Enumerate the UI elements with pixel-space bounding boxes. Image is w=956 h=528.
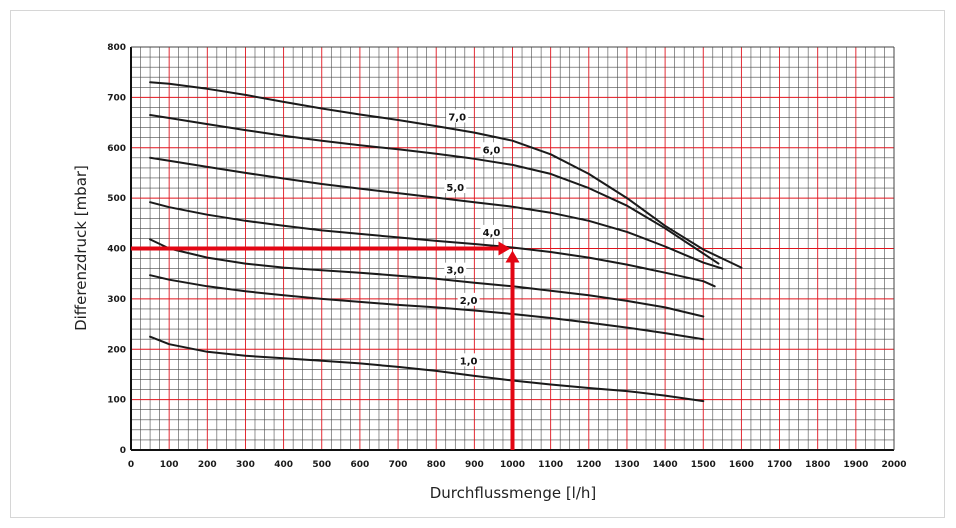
curve-label-bg xyxy=(444,180,467,194)
x-tick-label: 300 xyxy=(236,460,255,470)
x-tick-label: 1800 xyxy=(805,460,830,470)
x-tick-label: 100 xyxy=(160,460,179,470)
y-tick-label: 400 xyxy=(107,245,126,255)
curve-label: 4,0 xyxy=(483,228,501,239)
y-tick-label: 200 xyxy=(107,345,126,355)
pressure-arrow-head xyxy=(498,241,511,256)
x-tick-label: 0 xyxy=(128,460,134,470)
curve-label-bg xyxy=(444,262,467,276)
y-tick-label: 100 xyxy=(107,396,126,406)
x-tick-label: 1400 xyxy=(653,460,678,470)
x-tick-label: 2000 xyxy=(881,460,906,470)
curve-line xyxy=(149,274,705,341)
x-axis-title: Durchflussmenge [l/h] xyxy=(430,484,597,502)
chart-frame xyxy=(10,10,945,518)
x-tick-label: 1500 xyxy=(691,460,716,470)
flow-arrow-head xyxy=(505,250,520,263)
x-tick-label: 900 xyxy=(465,460,484,470)
x-tick-label: 600 xyxy=(351,460,370,470)
x-tick-label: 400 xyxy=(274,460,293,470)
curves xyxy=(149,81,743,403)
curve-label-bg xyxy=(457,292,480,306)
y-tick-label: 300 xyxy=(107,295,126,305)
curve-label-bg xyxy=(446,109,469,123)
curve-label-bg xyxy=(457,353,480,367)
y-tick-labels: 0 100 200 300 400 500 600 700 800 xyxy=(107,43,126,456)
x-tick-label: 500 xyxy=(312,460,331,470)
curve-line xyxy=(149,114,720,265)
curve-label: 3,0 xyxy=(446,266,464,277)
y-tick-label: 600 xyxy=(107,144,126,154)
x-tick-label: 1000 xyxy=(500,460,525,470)
curve-label: 6,0 xyxy=(483,145,501,156)
y-tick-label: 500 xyxy=(107,194,126,204)
x-tick-label: 1600 xyxy=(729,460,754,470)
y-tick-label: 0 xyxy=(120,446,126,456)
operating-point-markers xyxy=(131,241,520,450)
curve-label: 1,0 xyxy=(460,356,478,367)
y-axis-title: Differenzdruck [mbar] xyxy=(72,165,90,331)
x-tick-label: 1300 xyxy=(614,460,639,470)
x-tick-labels: 0 100 200 300 400 500 600 700 800 900 1000 1100 1200… xyxy=(128,460,907,470)
x-tick-label: 1900 xyxy=(843,460,868,470)
curve-label: 5,0 xyxy=(446,183,464,194)
x-tick-label: 1700 xyxy=(767,460,792,470)
curve-line xyxy=(149,156,724,270)
curve-label: 7,0 xyxy=(448,113,466,124)
y-tick-label: 800 xyxy=(107,43,126,53)
curve-line xyxy=(149,201,716,288)
curve-label-bg xyxy=(480,142,503,156)
curve-line xyxy=(149,81,743,269)
curve-label-bg xyxy=(480,224,503,238)
curve-line xyxy=(149,335,705,403)
x-tick-label: 200 xyxy=(198,460,217,470)
curve-line xyxy=(149,238,705,318)
curve-label: 2,0 xyxy=(460,296,478,307)
y-tick-label: 700 xyxy=(107,93,126,103)
x-tick-label: 1100 xyxy=(538,460,563,470)
x-tick-label: 700 xyxy=(389,460,408,470)
curve-labels: 1,0 2,0 3,0 4,0 5,0 6,0 7,0 xyxy=(444,109,503,367)
x-tick-label: 800 xyxy=(427,460,446,470)
x-tick-label: 1200 xyxy=(576,460,601,470)
